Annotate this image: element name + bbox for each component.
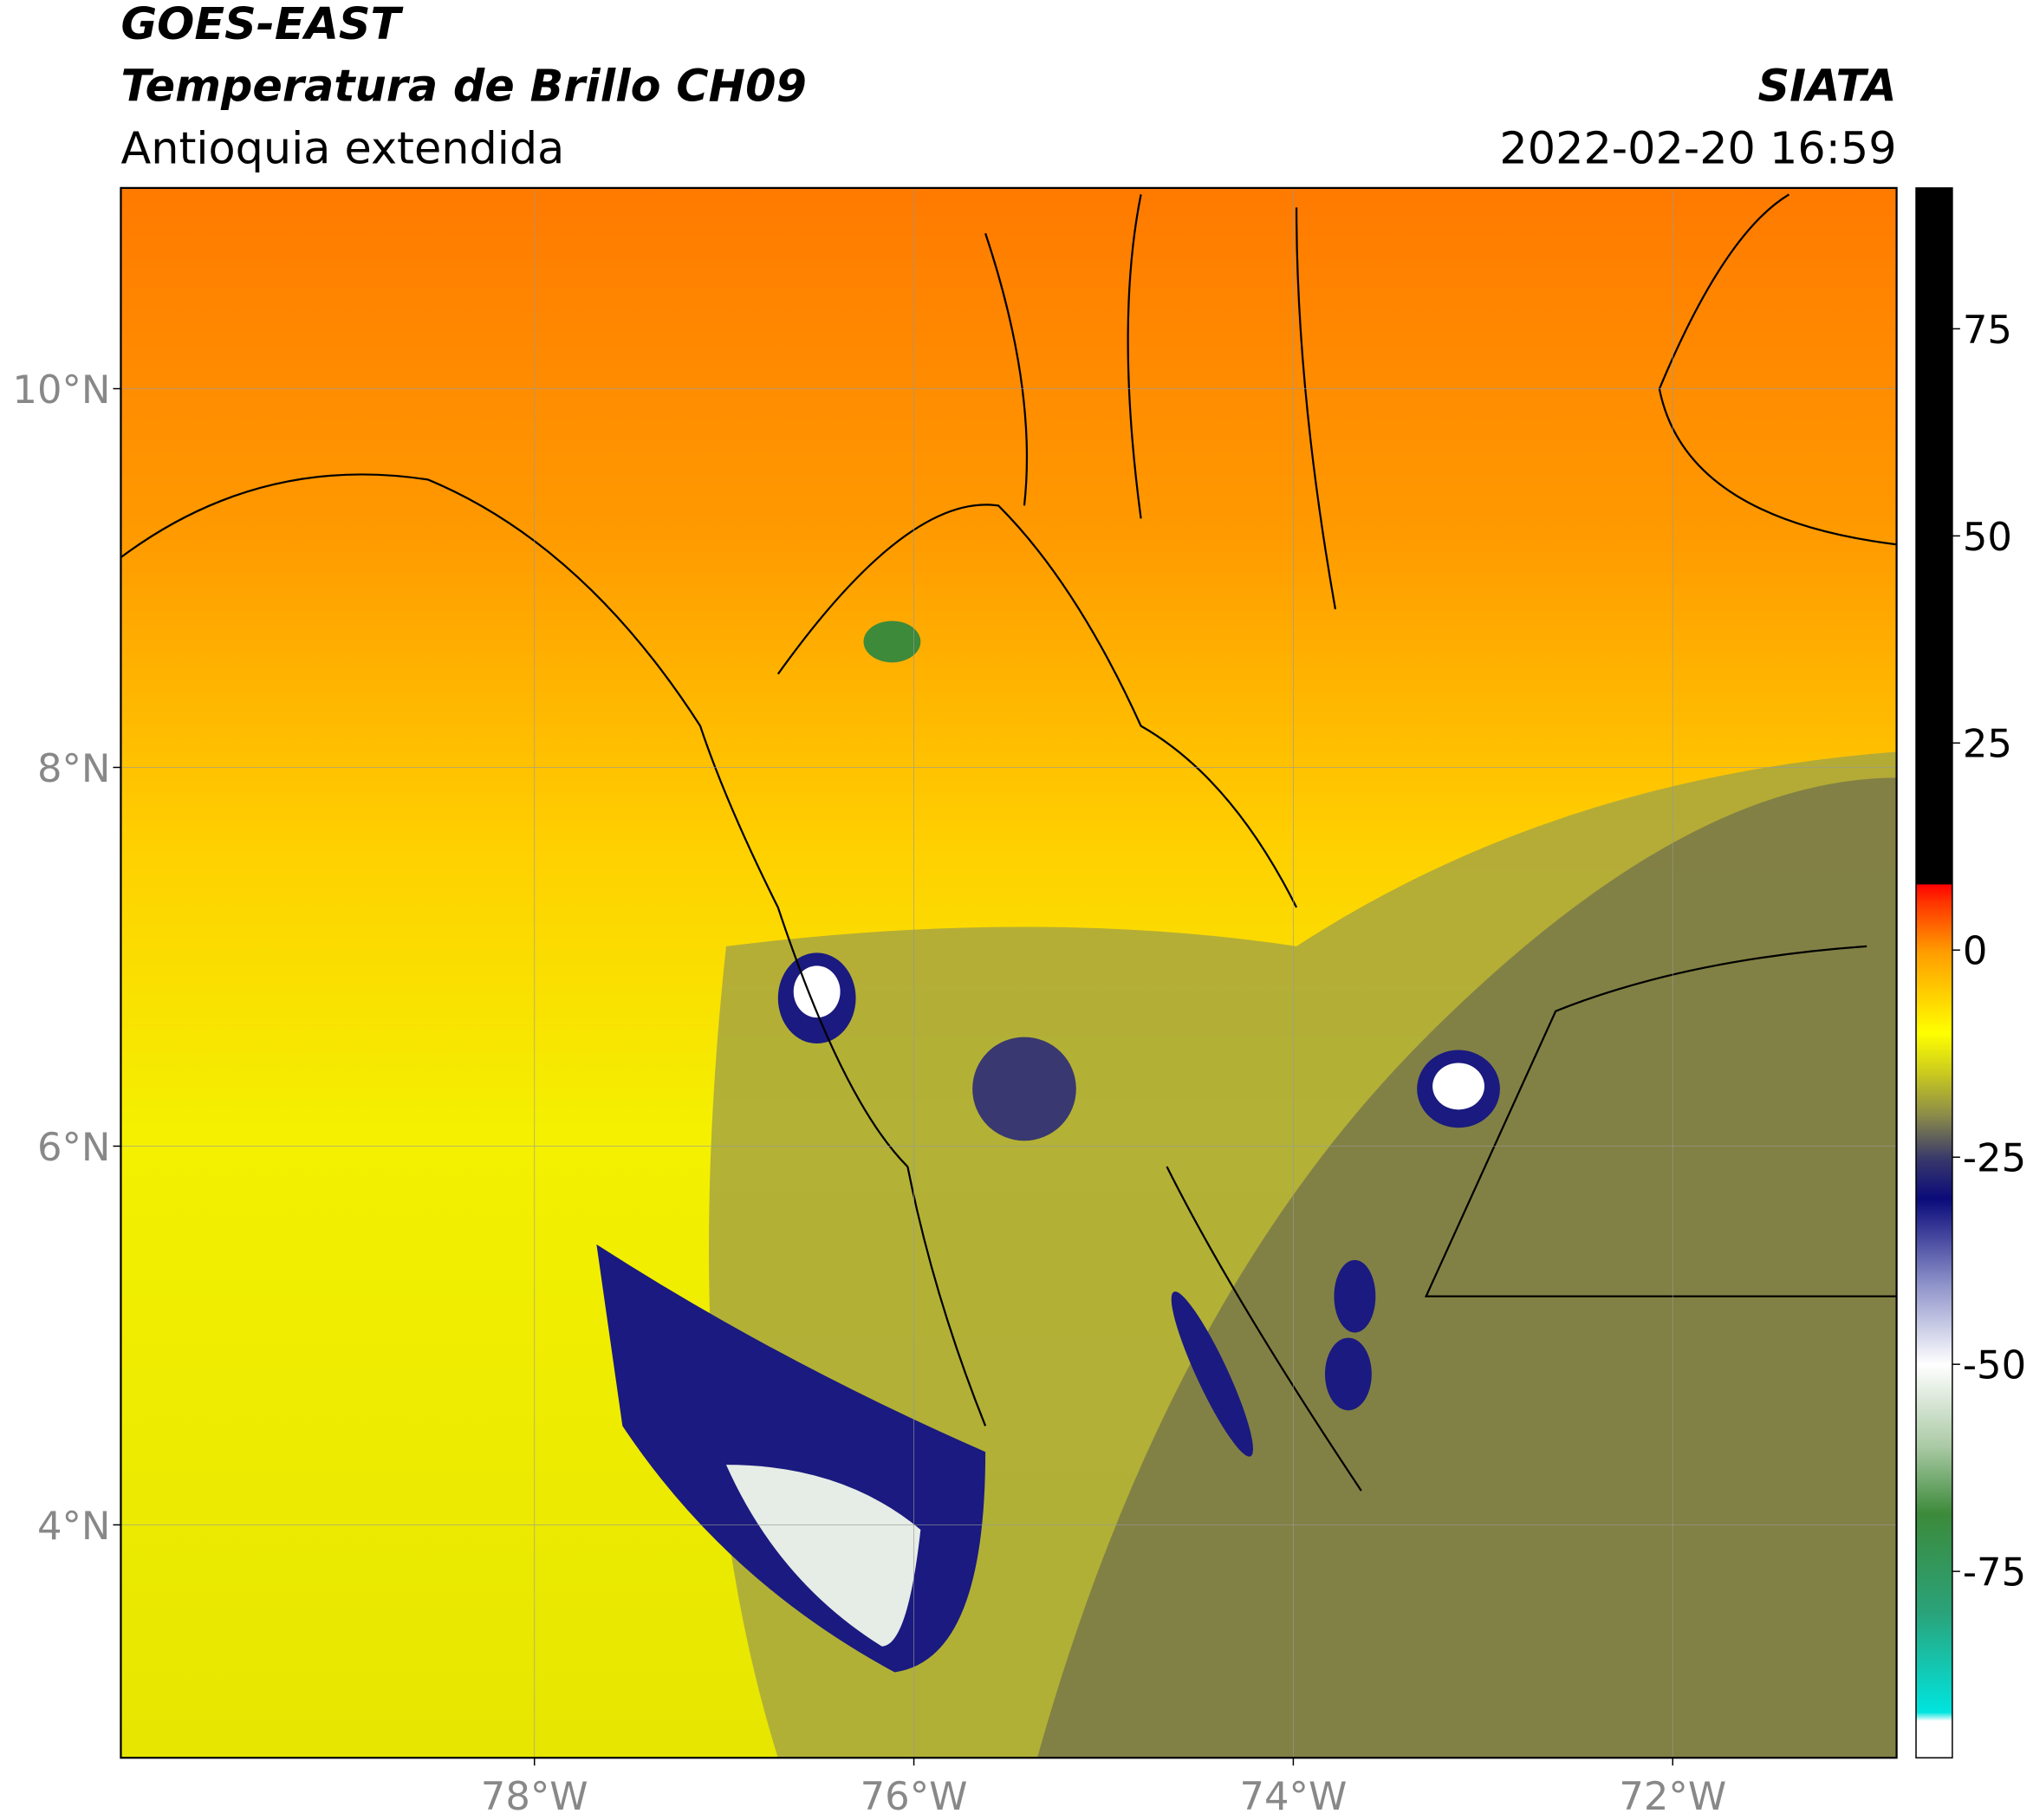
- x-tick-label: 72°W: [1619, 1773, 1726, 1819]
- colorbar-segment: [1916, 1712, 1952, 1721]
- colorbar-segment: [1916, 1612, 1952, 1713]
- x-tick-label: 76°W: [861, 1773, 968, 1819]
- grid: [120, 187, 1897, 1758]
- y-tick-label: 6°N: [37, 1124, 111, 1170]
- map-image: [120, 187, 1897, 1758]
- borders: [120, 193, 1897, 1492]
- axes: 78°W 76°W 74°W 72°W 4°N 6°N 8°N 10°N: [12, 367, 1726, 1819]
- source: SIATA: [1757, 61, 1896, 112]
- colorbar-tick-label: -50: [1963, 1342, 2026, 1388]
- colorbar-segment: [1916, 1446, 1952, 1514]
- colorbar-segment: [1916, 1032, 1952, 1076]
- region: Antioquia extendida: [120, 122, 564, 173]
- colorbar: -75 -50 -25 0 25 50 75: [1916, 187, 2026, 1758]
- colorbar-segment: [1916, 1720, 1952, 1758]
- map-frame: [120, 186, 1898, 1759]
- y-tick-label: 8°N: [37, 745, 111, 791]
- colorbar-tick-label: 50: [1963, 514, 2012, 560]
- subtitle: Temperatura de Brillo CH09: [120, 61, 806, 112]
- convection: [972, 1037, 1076, 1141]
- colorbar-segment: [1916, 883, 1952, 901]
- datetime: 2022-02-20 16:59: [1499, 122, 1896, 173]
- colorbar-tick-label: -25: [1963, 1135, 2026, 1181]
- colorbar-tick-label: 25: [1963, 721, 2012, 767]
- colorbar-tick-label: 75: [1963, 307, 2012, 353]
- x-tick-label: 78°W: [481, 1773, 588, 1819]
- y-tick-label: 10°N: [12, 367, 110, 413]
- x-tick-label: 74°W: [1239, 1773, 1347, 1819]
- colorbar-segment: [1916, 1074, 1952, 1117]
- colorbar-segment: [1916, 1513, 1952, 1614]
- colorbar-segment: [1916, 187, 1952, 885]
- convection: [1171, 1291, 1253, 1457]
- title: GOES-EAST: [120, 0, 404, 49]
- colorbar-segment: [1916, 950, 1952, 1034]
- colorbar-frame: [1915, 187, 1953, 1758]
- colorbar-segment: [1916, 1157, 1952, 1199]
- colorbar-tick-label: 0: [1963, 928, 1988, 974]
- colorbar-segment: [1916, 1281, 1952, 1365]
- colorbar-segment: [1916, 1364, 1952, 1448]
- convection-core: [1432, 1063, 1484, 1110]
- colorbar-segment: [1916, 1199, 1952, 1283]
- convection: [1324, 1337, 1372, 1411]
- colorbar-segment: [1916, 1115, 1952, 1158]
- convection-core: [863, 621, 921, 663]
- cloud-field: [1036, 777, 1897, 1758]
- convection-core: [725, 1465, 921, 1647]
- colorbar-tick-label: -75: [1963, 1550, 2026, 1596]
- colorbar-segment: [1916, 900, 1952, 952]
- convection: [1334, 1259, 1376, 1333]
- y-tick-label: 4°N: [37, 1503, 111, 1549]
- convection-core: [793, 965, 841, 1018]
